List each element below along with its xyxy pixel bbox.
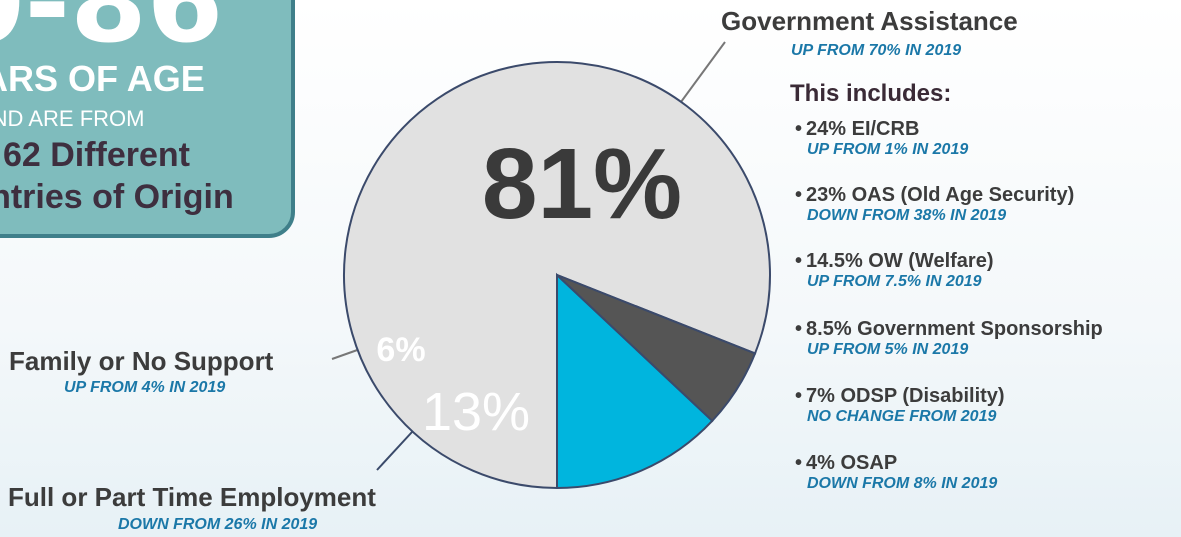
include-item-text: 23% OAS (Old Age Security) — [795, 184, 1074, 207]
include-item: 23% OAS (Old Age Security) DOWN FROM 38%… — [795, 184, 1074, 225]
slice-label-gov: 81% — [482, 128, 682, 240]
include-item: 14.5% OW (Welfare) UP FROM 7.5% IN 2019 — [795, 250, 993, 291]
include-item-change: UP FROM 5% IN 2019 — [807, 341, 969, 358]
include-item-text: 7% ODSP (Disability) — [795, 385, 1005, 408]
include-item-change: UP FROM 1% IN 2019 — [807, 141, 969, 158]
include-item-change: DOWN FROM 8% IN 2019 — [807, 475, 998, 492]
slice-family — [556, 274, 757, 423]
include-item: 24% EI/CRB UP FROM 1% IN 2019 — [795, 118, 968, 159]
include-item: 4% OSAP DOWN FROM 8% IN 2019 — [795, 452, 997, 493]
age-range: 0-86 — [0, 0, 224, 67]
countries-count: Over 62 Different — [0, 136, 190, 174]
gov-assistance-change: UP FROM 70% IN 2019 — [791, 42, 962, 59]
family-title: Family or No Support — [9, 346, 274, 376]
family-change: UP FROM 4% IN 2019 — [64, 379, 226, 396]
employment-title: Full or Part Time Employment — [8, 482, 376, 512]
employment-leader-line — [376, 431, 413, 471]
slice-label-family: 6% — [376, 331, 425, 369]
include-item: 7% ODSP (Disability) NO CHANGE FROM 2019 — [795, 385, 1005, 426]
years-label: YEARS OF AGE — [0, 58, 205, 99]
slice-employment — [556, 272, 714, 490]
employment-change: DOWN FROM 26% IN 2019 — [118, 516, 318, 533]
include-item-text: 14.5% OW (Welfare) — [795, 250, 993, 273]
include-item: 8.5% Government Sponsorship UP FROM 5% I… — [795, 318, 1103, 359]
includes-heading: This includes: — [790, 80, 952, 107]
demographics-box: 0-86 YEARS OF AGE AND ARE FROM Over 62 D… — [0, 0, 295, 238]
include-item-text: 4% OSAP — [795, 452, 997, 475]
include-item-text: 8.5% Government Sponsorship — [795, 318, 1103, 341]
countries-label: Countries of Origin — [0, 178, 234, 216]
include-item-change: UP FROM 7.5% IN 2019 — [807, 273, 982, 290]
include-item-change: DOWN FROM 38% IN 2019 — [807, 207, 1007, 224]
include-item-text: 24% EI/CRB — [795, 118, 968, 141]
and-from-label: AND ARE FROM — [0, 106, 145, 131]
include-item-change: NO CHANGE FROM 2019 — [807, 408, 997, 425]
gov-assistance-title: Government Assistance — [721, 6, 1018, 36]
slice-label-emp: 13% — [422, 382, 530, 442]
